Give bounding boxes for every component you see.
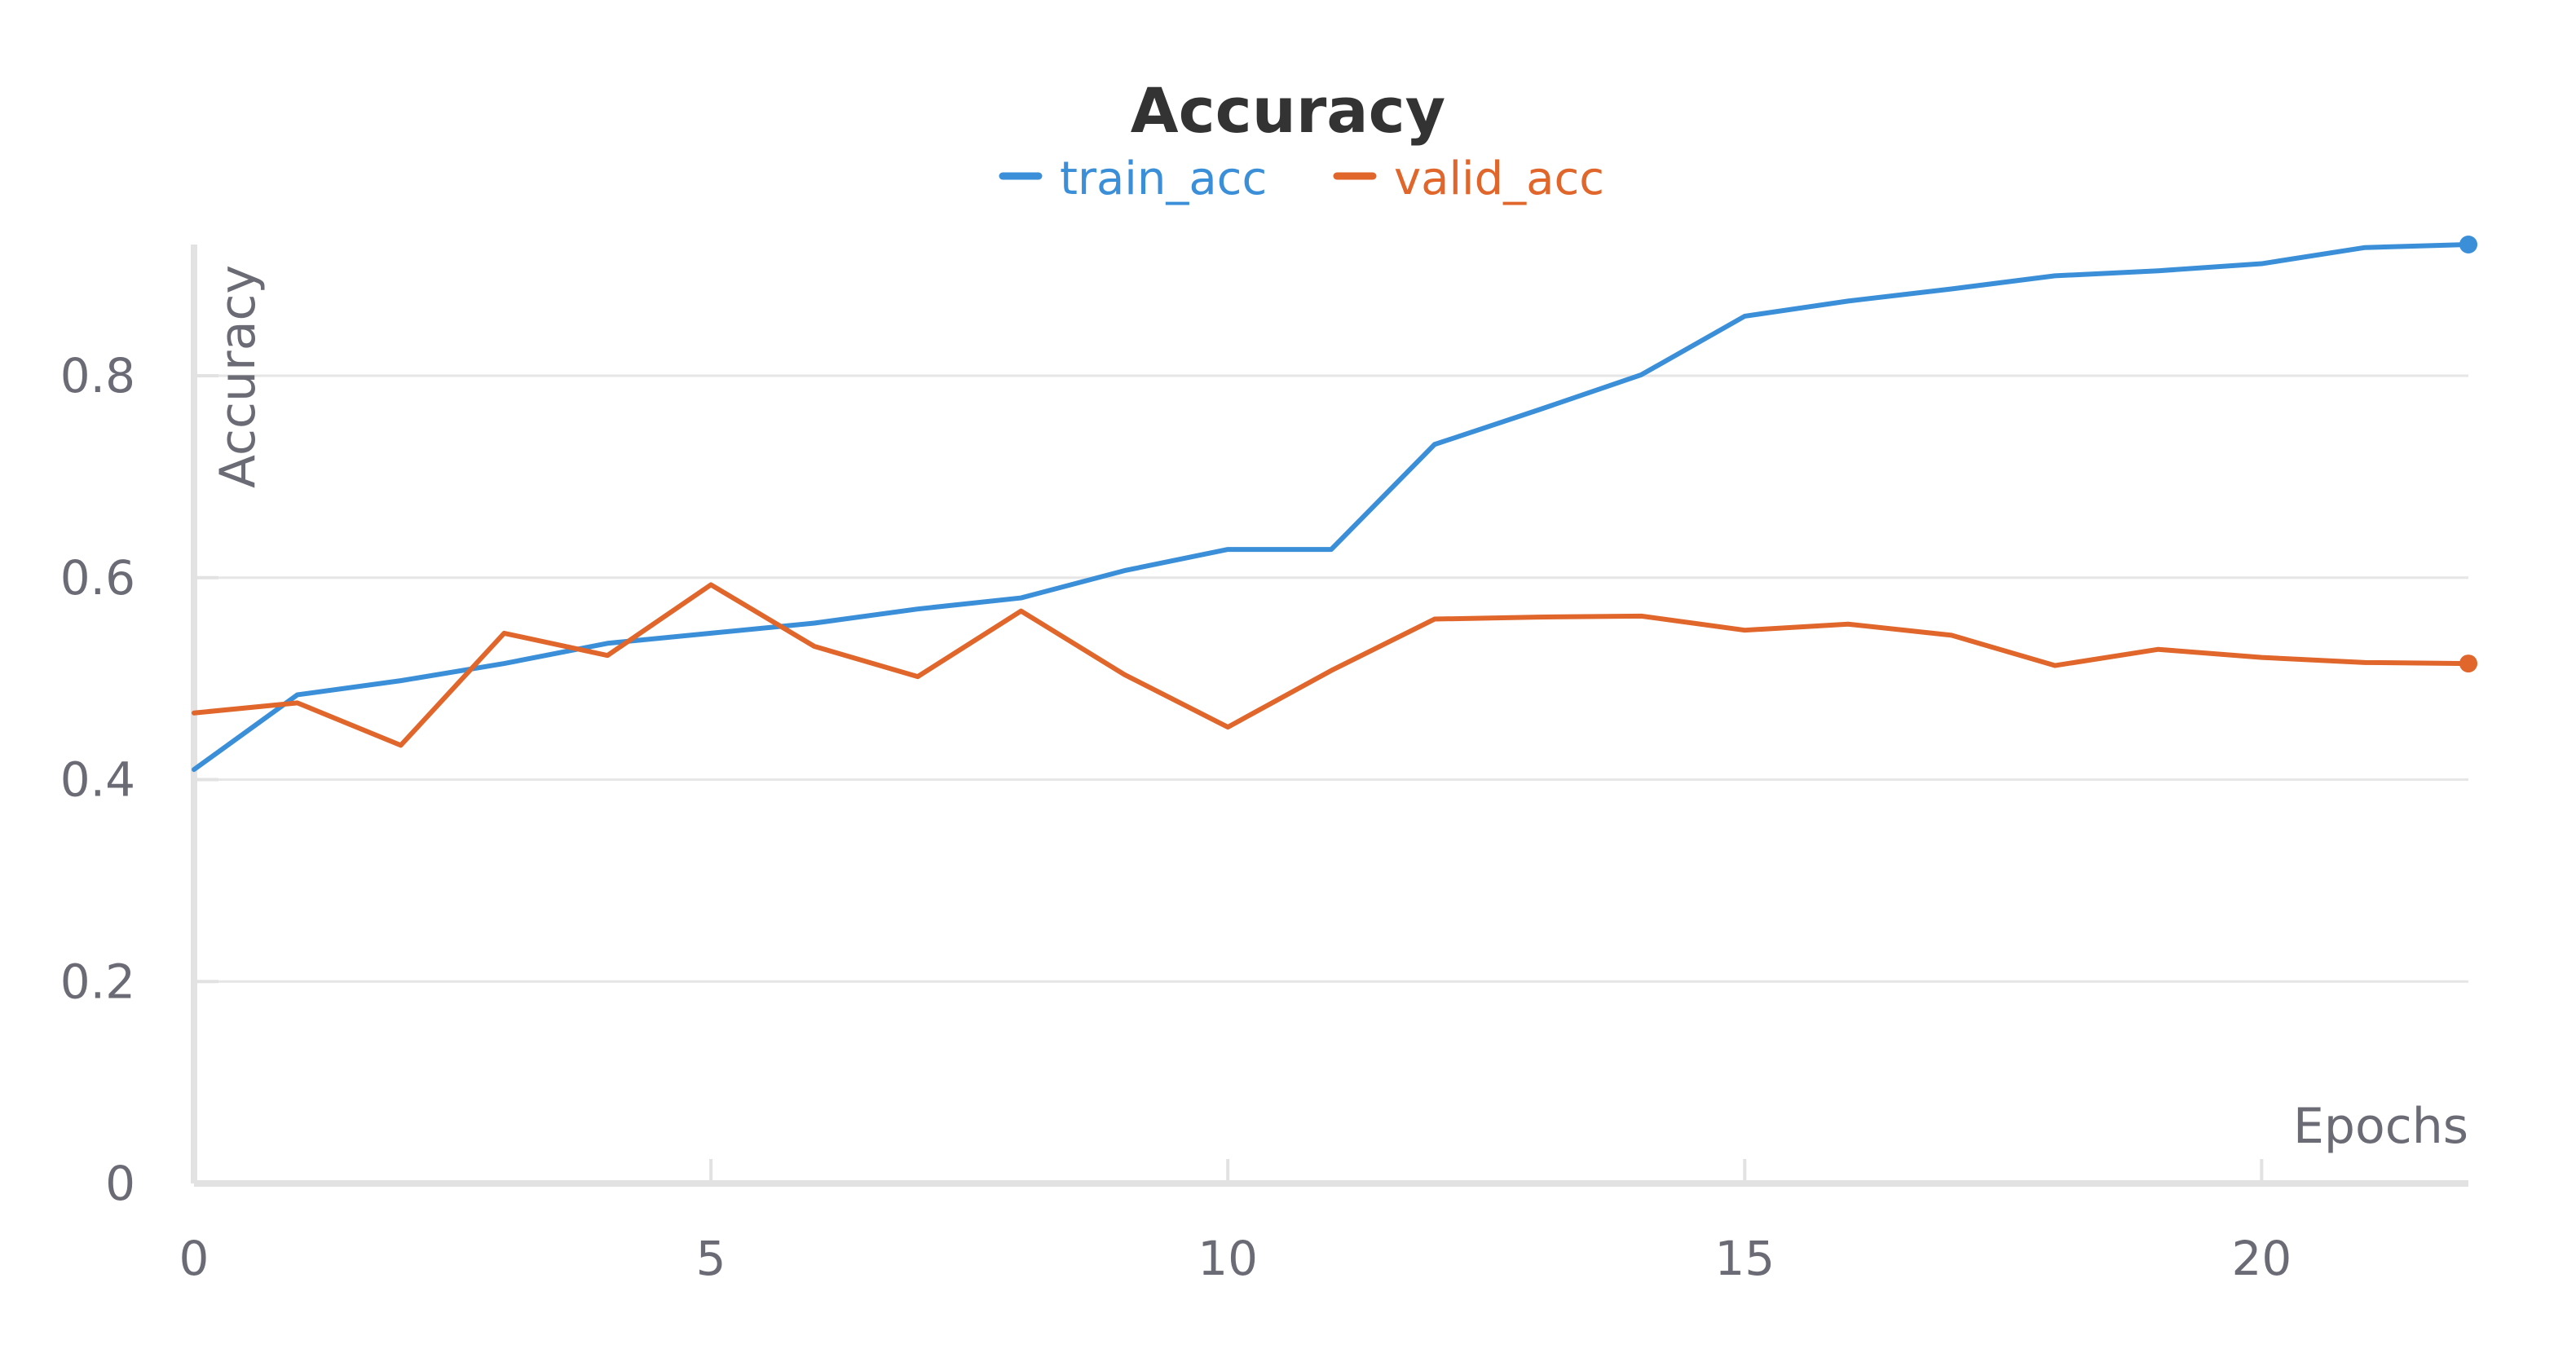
x-tick-label: 15 (1714, 1231, 1775, 1286)
y-tick-label: 0.4 (60, 752, 135, 808)
series-line-valid-acc (192, 582, 2471, 748)
x-axis-title: Epochs (2293, 1098, 2468, 1155)
x-tick-label: 20 (2231, 1231, 2291, 1286)
y-tick-label: 0.6 (60, 550, 135, 606)
series-line-train-acc (192, 242, 2471, 773)
y-axis-ticks: 0 0.2 0.4 0.6 0.8 (60, 348, 218, 1211)
x-axis-ticks: 0 5 10 15 20 (179, 1159, 2291, 1286)
legend-item-valid-acc[interactable]: valid_acc (1333, 152, 1604, 205)
series-lines (192, 236, 2477, 773)
y-axis-title: Accuracy (210, 265, 267, 488)
x-tick-label: 10 (1198, 1231, 1258, 1286)
x-tick-label: 0 (179, 1231, 210, 1286)
legend-label-valid-acc: valid_acc (1394, 152, 1604, 205)
y-tick-label: 0.8 (60, 348, 135, 403)
grid-lines (194, 374, 2468, 983)
legend-label-train-acc: train_acc (1060, 152, 1267, 205)
chart-title: Accuracy (1131, 74, 1445, 147)
series-end-point-train-acc[interactable] (2459, 236, 2477, 253)
y-tick-label: 0.2 (60, 954, 135, 1009)
x-tick-label: 5 (696, 1231, 726, 1286)
axes (191, 245, 2468, 1187)
legend-item-train-acc[interactable]: train_acc (999, 152, 1267, 205)
y-tick-label: 0 (105, 1156, 135, 1211)
legend: train_acc valid_acc (999, 152, 1604, 205)
series-end-point-valid-acc[interactable] (2459, 654, 2477, 673)
